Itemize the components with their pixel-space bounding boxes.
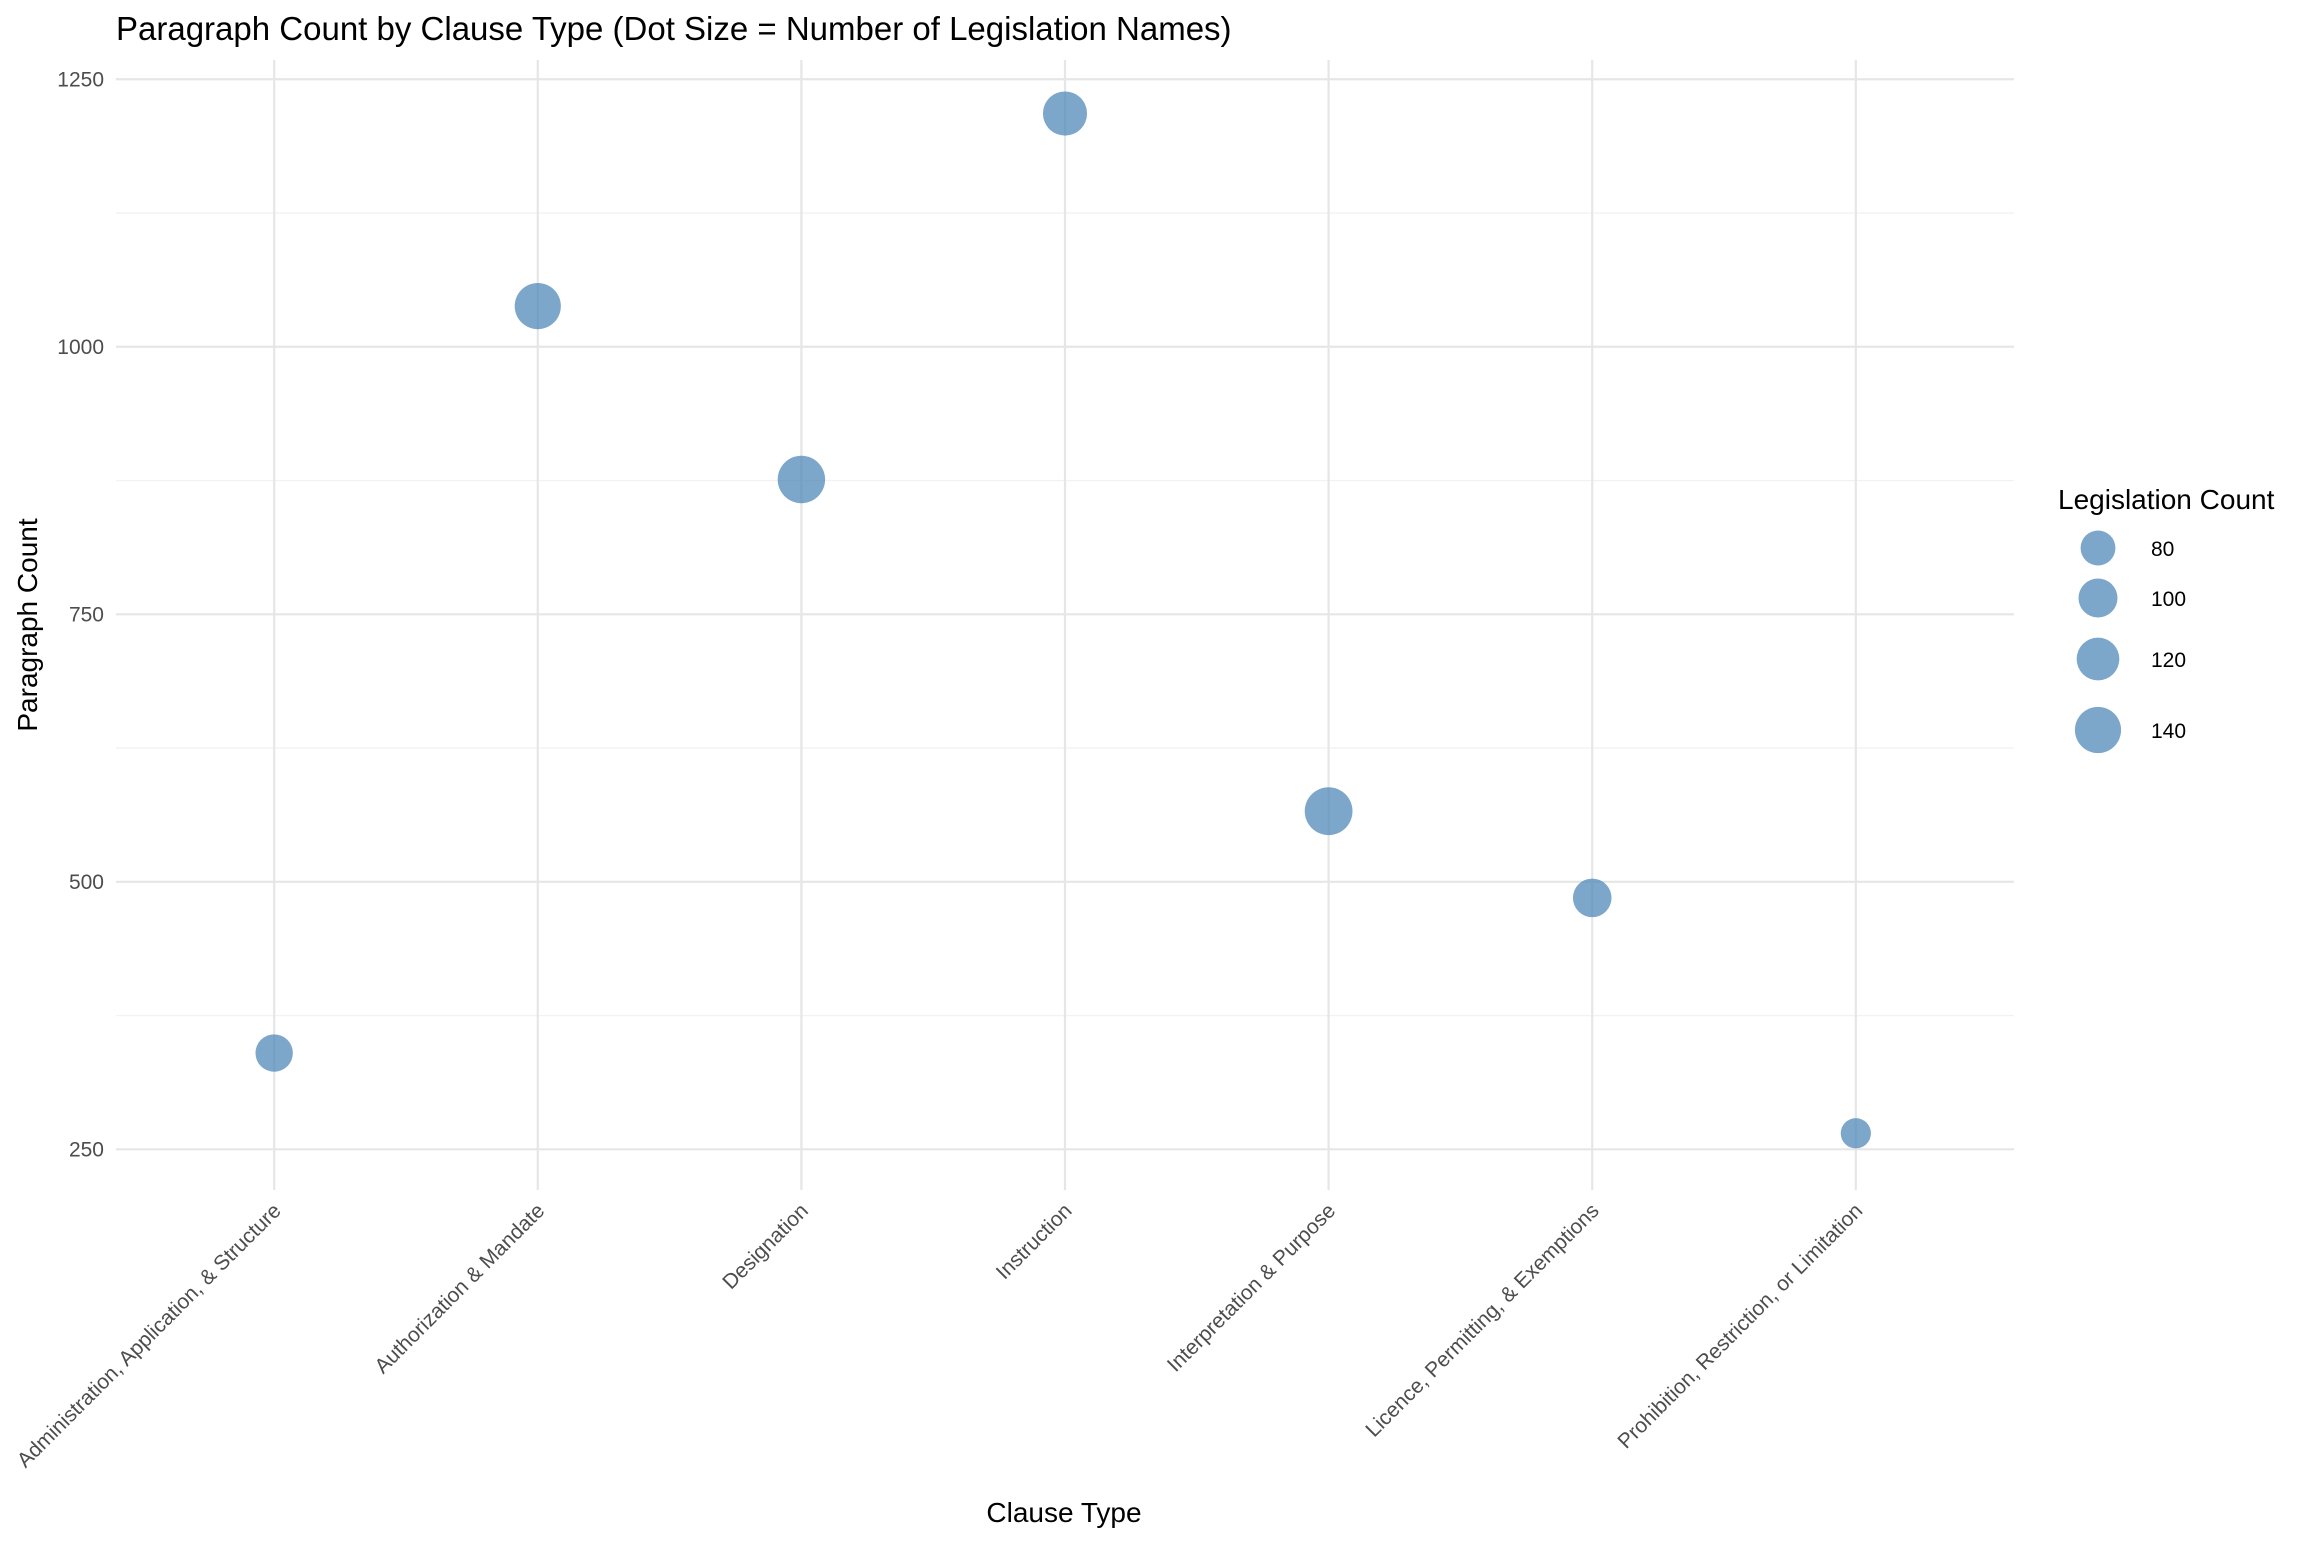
grid [116,60,2014,1190]
y-tick-label: 1000 [57,336,104,359]
data-point [777,455,826,504]
x-axis-title: Clause Type [986,1497,1141,1528]
x-tick-label: Authorization & Mandate [370,1199,549,1378]
legend-key [2074,706,2122,754]
legend-key [2078,578,2118,618]
legend-title: Legislation Count [2058,484,2275,515]
x-tick-label: Licence, Permitting, & Exemptions [1361,1199,1603,1441]
data-point [1304,787,1353,836]
x-axis-ticks: Administration, Application, & Structure… [13,1199,1868,1472]
x-tick-label: Prohibition, Restriction, or Limitation [1613,1199,1867,1453]
legend-items: 80 100 120 140 [2074,530,2186,754]
y-tick-label: 250 [69,1138,104,1161]
chart-title: Paragraph Count by Clause Type (Dot Size… [116,10,1232,47]
data-points [255,91,1871,1149]
legend-key [2076,637,2120,681]
x-tick-label: Interpretation & Purpose [1163,1199,1340,1376]
data-point [255,1034,293,1072]
y-axis-ticks: 250 500 750 1000 1250 [57,68,104,1161]
x-tick-label: Administration, Application, & Structure [13,1199,286,1472]
legend-label: 140 [2151,720,2186,743]
legend: Legislation Count 80 100 120 140 [2058,484,2275,754]
y-tick-label: 1250 [57,68,104,91]
data-point [514,283,561,330]
x-tick-label: Designation [718,1199,813,1294]
legend-label: 80 [2151,538,2174,561]
y-axis-title: Paragraph Count [12,518,43,731]
x-tick-label: Instruction [992,1199,1077,1284]
y-tick-label: 500 [69,871,104,894]
data-point [1572,878,1612,918]
y-tick-label: 750 [69,603,104,626]
data-point [1840,1118,1871,1149]
data-point [1042,91,1088,136]
legend-label: 100 [2151,588,2186,611]
legend-label: 120 [2151,649,2186,672]
legend-key [2080,530,2116,566]
